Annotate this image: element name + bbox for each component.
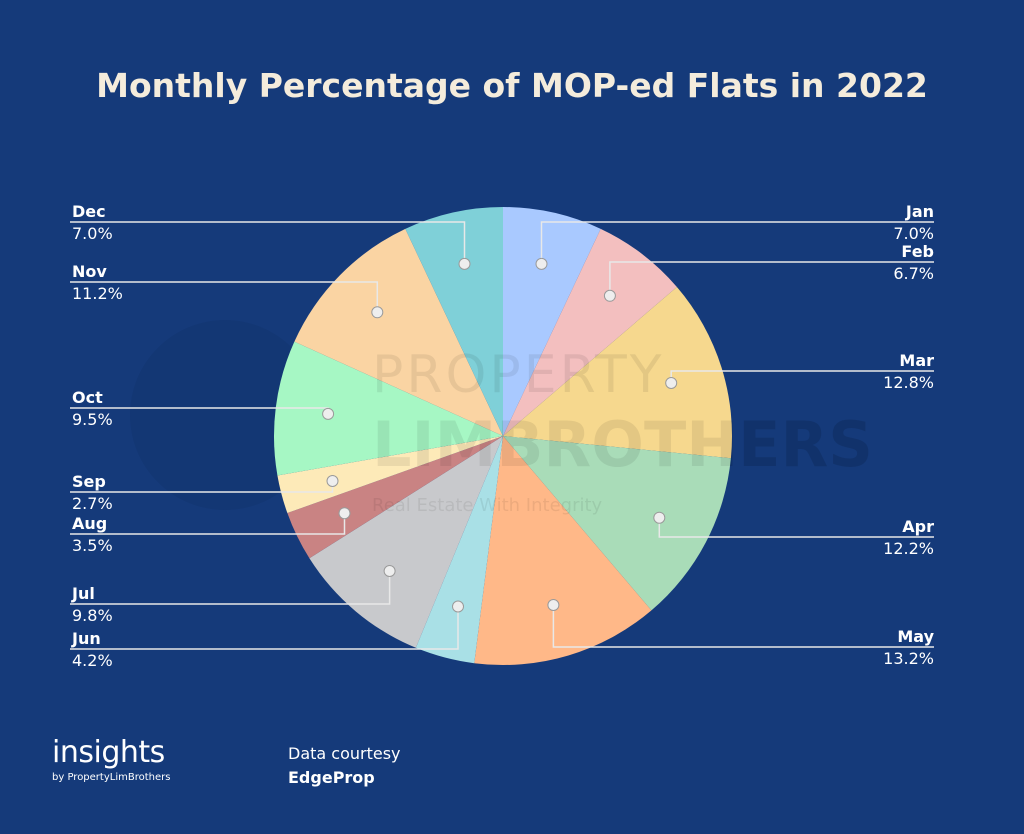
pie-slice-mar — [503, 287, 732, 459]
slice-label-apr: Apr — [902, 517, 934, 536]
leader-lines — [70, 221, 934, 650]
leader-line-nov — [70, 281, 379, 313]
slice-label-may: May — [897, 627, 934, 646]
slice-value-apr: 12.2% — [883, 539, 934, 558]
leader-dot-aug — [338, 507, 351, 520]
slice-label-dec: Dec — [72, 202, 106, 221]
leader-dot-mar — [665, 377, 678, 389]
brand-logo: insights by PropertyLimBrothers — [52, 735, 171, 784]
pie-slice-aug — [287, 436, 503, 559]
pie-slice-apr — [503, 436, 731, 611]
credit-line: Data courtesy — [288, 744, 401, 763]
slice-label-nov: Nov — [72, 262, 107, 281]
chart-title: Monthly Percentage of MOP-ed Flats in 20… — [96, 66, 928, 105]
leader-dot-jan — [535, 257, 548, 270]
leader-dot-may — [547, 599, 560, 611]
leader-dot-apr — [653, 511, 666, 524]
leader-dot-jul — [383, 565, 396, 577]
pie-slice-feb — [503, 228, 677, 436]
slice-value-feb: 6.7% — [893, 264, 934, 283]
pie-slice-jun — [415, 436, 503, 664]
pie-slices — [273, 207, 732, 666]
leader-line-jul — [70, 571, 391, 605]
pie-slice-jul — [309, 436, 503, 648]
leader-line-dec — [70, 221, 466, 264]
slice-label-sep: Sep — [72, 472, 106, 491]
leader-dot-feb — [603, 289, 616, 302]
slice-label-oct: Oct — [72, 388, 103, 407]
leader-line-aug — [70, 513, 346, 535]
pie-slice-dec — [405, 207, 503, 436]
leader-dot-sep — [326, 475, 339, 487]
leader-dot-jun — [452, 600, 464, 613]
slice-value-nov: 11.2% — [72, 284, 123, 303]
leader-line-jun — [70, 606, 459, 650]
slice-labels: Jan7.0%Feb6.7%Mar12.8%Apr12.2%May13.2%Ju… — [71, 202, 935, 670]
slice-label-aug: Aug — [72, 514, 107, 533]
leader-line-may — [552, 605, 934, 648]
pie-slice-nov — [294, 228, 503, 436]
watermark-emblem-icon — [130, 320, 320, 510]
leader-dot-dec — [458, 257, 471, 270]
slice-value-jul: 9.8% — [72, 606, 113, 625]
slice-value-dec: 7.0% — [72, 224, 113, 243]
slice-value-jan: 7.0% — [893, 224, 934, 243]
pie-slice-may — [474, 436, 652, 666]
slice-value-may: 13.2% — [883, 649, 934, 668]
slice-value-mar: 12.8% — [883, 373, 934, 392]
slice-value-aug: 3.5% — [72, 536, 113, 555]
credit-source: EdgeProp — [288, 768, 375, 787]
slice-value-oct: 9.5% — [72, 410, 113, 429]
slice-label-jan: Jan — [905, 202, 934, 221]
leader-dot-oct — [322, 407, 335, 420]
slice-label-jul: Jul — [71, 584, 95, 603]
slice-label-jun: Jun — [71, 629, 101, 648]
slice-label-mar: Mar — [899, 351, 934, 370]
leader-line-jan — [540, 221, 934, 264]
pie-slice-oct — [273, 341, 503, 476]
leader-line-feb — [609, 261, 934, 296]
pie-slice-jan — [503, 207, 601, 436]
slice-label-feb: Feb — [901, 242, 934, 261]
slice-value-jun: 4.2% — [72, 651, 113, 670]
leader-dot-nov — [371, 306, 384, 319]
pie-slice-sep — [277, 436, 503, 514]
brand-name: insights — [52, 735, 165, 770]
slice-value-sep: 2.7% — [72, 494, 113, 513]
leader-line-apr — [658, 517, 934, 538]
brand-sub: by PropertyLimBrothers — [52, 772, 171, 783]
data-credit: Data courtesy EdgeProp — [288, 742, 401, 790]
